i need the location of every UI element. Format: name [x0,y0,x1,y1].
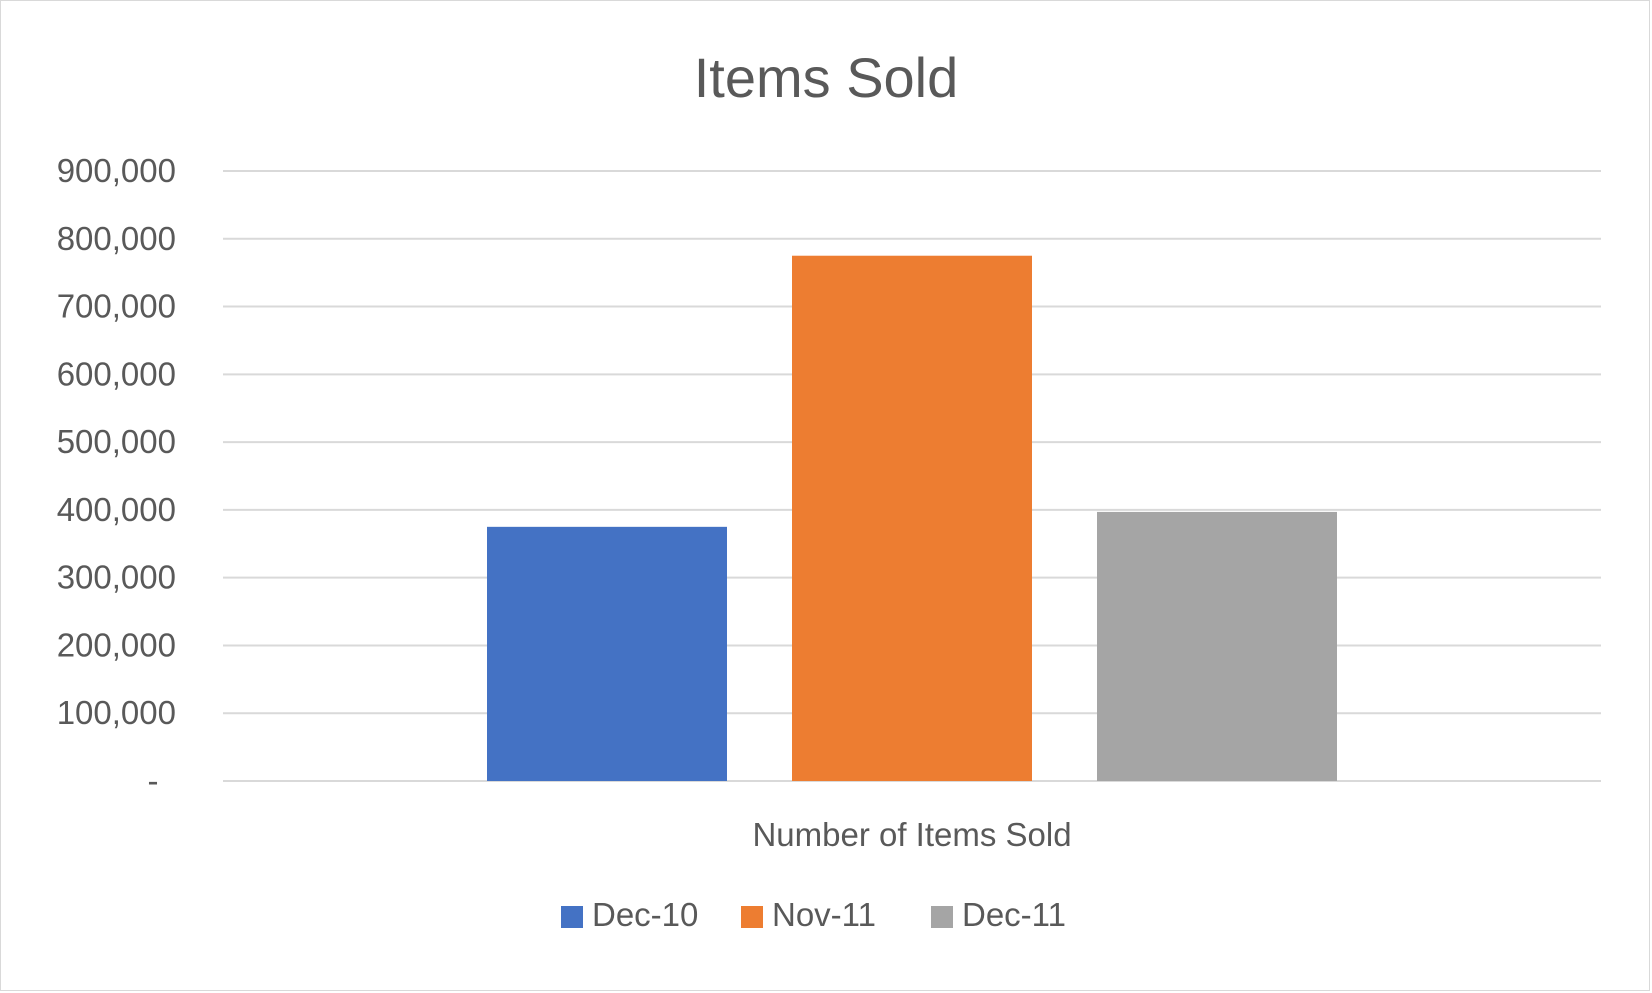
legend-label: Nov-11 [772,896,876,933]
y-tick-label: 800,000 [57,220,176,257]
y-tick-label: 300,000 [57,559,176,596]
legend-swatch-dec-11 [931,906,953,928]
legend-label: Dec-10 [592,896,698,933]
y-axis-tick-labels: - 100,000 200,000 300,000 400,000 500,000 600,… [57,152,176,799]
bar-dec-11 [1097,511,1337,781]
bars [487,255,1337,781]
y-tick-label: 100,000 [57,694,176,731]
bar-nov-11 [792,255,1032,781]
legend-swatch-dec-10 [561,906,583,928]
y-tick-label: 600,000 [57,355,176,392]
bar-dec-10 [487,526,727,781]
legend-swatch-nov-11 [741,906,763,928]
legend-label: Dec-11 [962,896,1066,933]
y-tick-label: 900,000 [57,152,176,189]
x-axis-category-labels: Number of Items Sold [752,816,1071,853]
legend: Dec-10 Nov-11 Dec-11 [561,896,1066,933]
x-category-label: Number of Items Sold [752,816,1071,853]
y-tick-label: 400,000 [57,491,176,528]
y-tick-label: - [148,762,159,799]
y-tick-label: 200,000 [57,626,176,663]
y-tick-label: 700,000 [57,288,176,325]
chart-title: Items Sold [694,46,959,109]
y-tick-label: 500,000 [57,423,176,460]
